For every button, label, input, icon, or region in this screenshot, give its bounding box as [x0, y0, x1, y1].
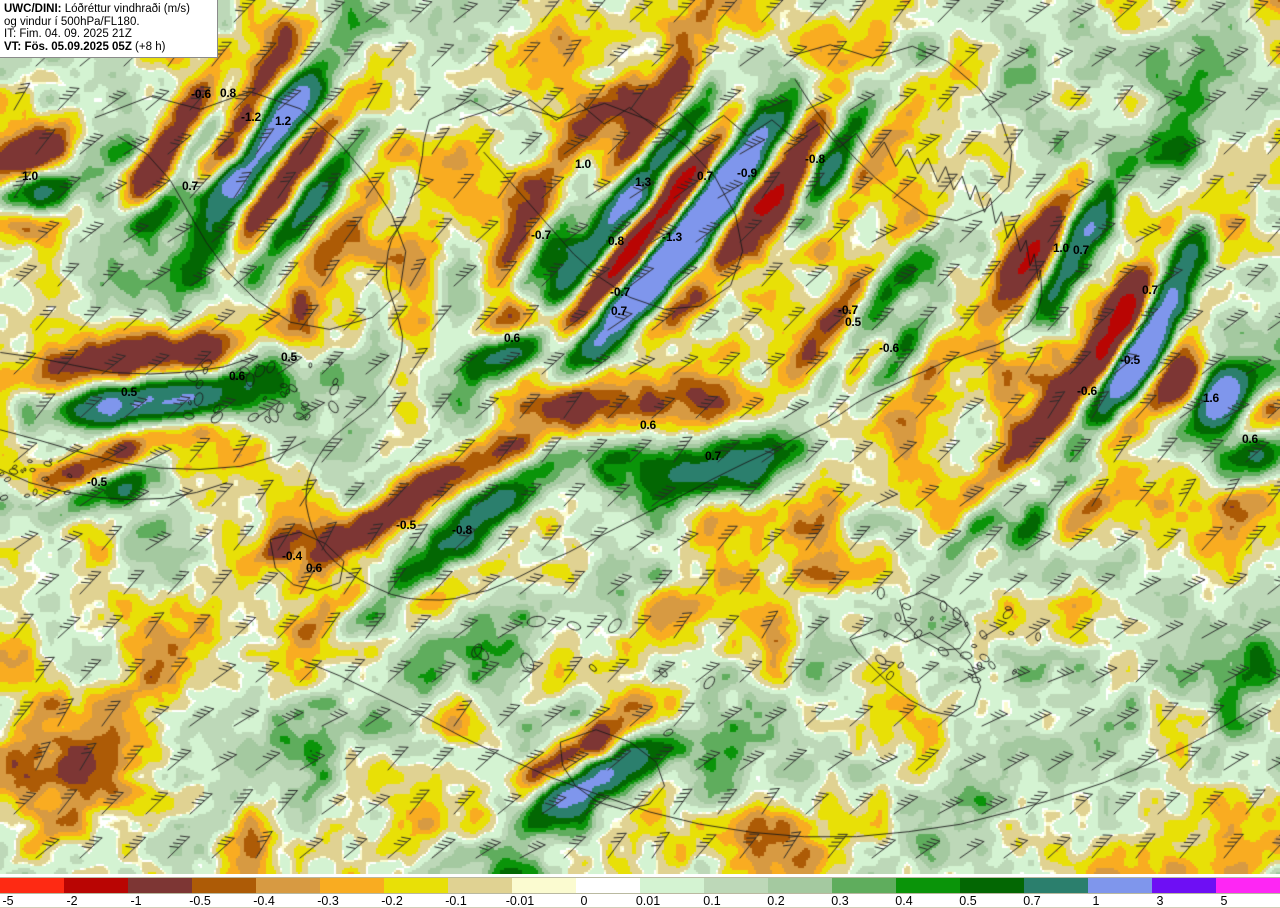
colorbar-tick-0p01: 0.01: [635, 894, 661, 908]
value-label: 0.6: [228, 369, 246, 383]
colorbar-swatch-neg0p01[interactable]: [512, 878, 576, 893]
value-label: -0.6: [191, 87, 211, 101]
info-parameter-text: Lóðréttur vindhraði (m/s): [61, 3, 190, 15]
value-label: -0.6: [879, 341, 899, 355]
colorbar-swatch-5[interactable]: [1216, 878, 1280, 893]
colorbar-tick-0p1: 0.1: [703, 894, 721, 908]
colorbar-swatch-1[interactable]: [1088, 878, 1152, 893]
colorbar-tick-1: 1: [1092, 894, 1100, 908]
value-label: 0.5: [120, 385, 138, 399]
weather-map-viewport[interactable]: -0.6 0.8 -1.2 1.2 1.0 0.7 1.0 1.3 0.7 -0.9 -0.8 -0.…: [0, 0, 1280, 874]
colorbar-tick-0p5: 0.5: [959, 894, 977, 908]
value-label: -0.6: [1077, 384, 1097, 398]
info-line-level: og vindur í 500hPa/FL180.: [4, 15, 140, 28]
value-label: -0.4: [282, 549, 302, 563]
colorbar-swatch-0p5[interactable]: [960, 878, 1024, 893]
value-label: 1.0: [1052, 241, 1070, 255]
value-label: 0.8: [219, 86, 237, 100]
value-label: -0.5: [396, 518, 416, 532]
colorbar-tick-0p3: 0.3: [831, 894, 849, 908]
value-label: -1.3: [662, 230, 682, 244]
colorbar-swatch-neg0p1[interactable]: [448, 878, 512, 893]
colorbar-swatches[interactable]: [0, 877, 1280, 894]
colorbar-tick-neg0p3: -0.3: [317, 894, 339, 908]
value-label: 1.2: [274, 114, 292, 128]
value-label: 0.7: [704, 449, 722, 463]
value-label: -0.8: [452, 523, 472, 537]
value-label: 0.7: [696, 169, 714, 183]
colorbar-swatch-0p2[interactable]: [768, 878, 832, 893]
colorbar-tick-neg1: -1: [130, 894, 142, 908]
colorbar-swatch-0[interactable]: [576, 878, 640, 893]
colorbar-legend[interactable]: -5 -2 -1 -0.5 -0.4 -0.3 -0.2 -0.1 -0.01 0 0.01 0.1 0…: [0, 874, 1280, 908]
colorbar-swatch-neg0p5[interactable]: [192, 878, 256, 893]
value-label: 1.0: [21, 169, 39, 183]
forecast-info-box: UWC/DINI: Lóðréttur vindhraði (m/s) og v…: [0, 0, 218, 59]
colorbar-tick-5: 5: [1220, 894, 1228, 908]
info-line-init-time: IT: Fim. 04. 09. 2025 21Z: [4, 28, 132, 41]
value-label: 1.0: [574, 157, 592, 171]
colorbar-swatch-neg0p4[interactable]: [256, 878, 320, 893]
colorbar-swatch-neg0p2[interactable]: [384, 878, 448, 893]
colorbar-swatch-3[interactable]: [1152, 878, 1216, 893]
colorbar-swatch-0p1[interactable]: [704, 878, 768, 893]
colorbar-tick-neg0p2: -0.2: [381, 894, 403, 908]
info-line-valid-time: VT: Fös. 05.09.2025 05Z (+8 h): [4, 41, 213, 54]
info-lead-time: (+8 h): [131, 40, 166, 53]
value-label: 1.6: [1202, 391, 1220, 405]
colorbar-tick-neg2: -2: [66, 894, 78, 908]
colorbar-swatch-neg2[interactable]: [64, 878, 128, 893]
value-label: 0.6: [1241, 432, 1259, 446]
value-label: 0.6: [503, 331, 521, 345]
colorbar-tick-0p4: 0.4: [895, 894, 913, 908]
value-label: 0.6: [639, 418, 657, 432]
value-label: 0.6: [305, 561, 323, 575]
value-label: -0.5: [87, 475, 107, 489]
colorbar-swatch-neg5[interactable]: [0, 878, 64, 893]
colorbar-tick-3: 3: [1156, 894, 1164, 908]
value-label: -0.9: [737, 166, 757, 180]
colorbar-swatch-0p7[interactable]: [1024, 878, 1088, 893]
colorbar-tick-neg0p4: -0.4: [253, 894, 275, 908]
value-label: 0.8: [607, 234, 625, 248]
value-label: 0.7: [181, 179, 199, 193]
colorbar-tick-0: 0: [580, 894, 588, 908]
info-model-name: UWC/DINI:: [4, 3, 62, 15]
info-valid-time-value: VT: Fös. 05.09.2025 05Z: [4, 40, 132, 53]
value-label: -1.2: [241, 110, 261, 124]
colorbar-swatch-0p01[interactable]: [640, 878, 704, 893]
value-label: 1.3: [634, 175, 652, 189]
wind-barb-overlay-layer: [0, 0, 1280, 874]
colorbar-swatch-0p3[interactable]: [832, 878, 896, 893]
value-label: -0.8: [805, 152, 825, 166]
colorbar-swatch-neg0p3[interactable]: [320, 878, 384, 893]
colorbar-tick-0p2: 0.2: [767, 894, 785, 908]
colorbar-tick-neg0p5: -0.5: [189, 894, 211, 908]
value-label: -0.7: [610, 285, 630, 299]
value-label: -0.7: [531, 228, 551, 242]
value-label: -0.5: [1120, 353, 1140, 367]
value-label: -0.7: [838, 303, 858, 317]
colorbar-tick-0p7: 0.7: [1023, 894, 1041, 908]
value-label: 0.7: [610, 304, 628, 318]
colorbar-tick-neg0p1: -0.1: [445, 894, 467, 908]
value-label: 0.5: [280, 350, 298, 364]
colorbar-tick-labels: -5 -2 -1 -0.5 -0.4 -0.3 -0.2 -0.1 -0.01 0 0.01 0.1 0…: [0, 894, 1280, 908]
colorbar-tick-neg5: -5: [2, 894, 14, 908]
value-label: 0.7: [1072, 243, 1090, 257]
colorbar-tick-neg0p01: -0.01: [505, 894, 535, 908]
value-label: 0.7: [1141, 283, 1159, 297]
colorbar-swatch-neg1[interactable]: [128, 878, 192, 893]
value-label: 0.5: [844, 315, 862, 329]
colorbar-swatch-0p4[interactable]: [896, 878, 960, 893]
info-line-parameter: UWC/DINI: Lóðréttur vindhraði (m/s): [4, 3, 213, 16]
